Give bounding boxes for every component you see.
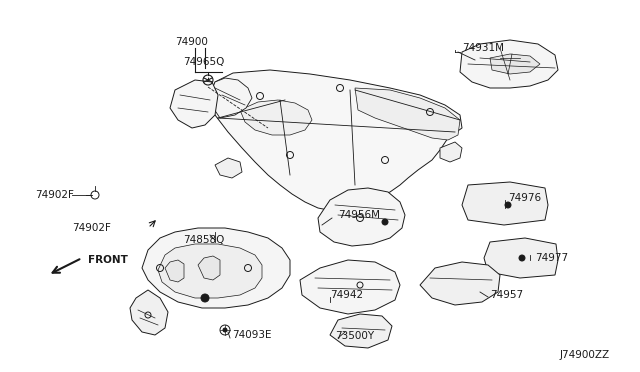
Polygon shape <box>460 40 558 88</box>
Text: 74976: 74976 <box>508 193 541 203</box>
Text: 74942: 74942 <box>330 290 363 300</box>
Text: 73500Y: 73500Y <box>335 331 374 341</box>
Circle shape <box>505 202 511 208</box>
Polygon shape <box>420 262 500 305</box>
Text: FRONT: FRONT <box>88 255 128 265</box>
Text: 74093E: 74093E <box>232 330 271 340</box>
Polygon shape <box>198 256 220 280</box>
Polygon shape <box>440 142 462 162</box>
Text: 74900: 74900 <box>175 37 208 47</box>
Text: 74965Q: 74965Q <box>183 57 225 67</box>
Polygon shape <box>170 80 218 128</box>
Polygon shape <box>300 260 400 314</box>
Polygon shape <box>208 70 462 210</box>
Polygon shape <box>142 228 290 308</box>
Text: 74977: 74977 <box>535 253 568 263</box>
Circle shape <box>223 328 227 332</box>
Polygon shape <box>158 244 262 298</box>
Text: 74902F: 74902F <box>72 223 111 233</box>
Polygon shape <box>208 78 252 118</box>
Text: 74931M: 74931M <box>462 43 504 53</box>
Polygon shape <box>165 260 184 282</box>
Polygon shape <box>215 158 242 178</box>
Polygon shape <box>318 188 405 246</box>
Polygon shape <box>462 182 548 225</box>
Text: 74956M: 74956M <box>338 210 380 220</box>
Circle shape <box>519 255 525 261</box>
Polygon shape <box>484 238 558 278</box>
Text: 74957: 74957 <box>490 290 523 300</box>
Circle shape <box>382 219 388 225</box>
Text: J74900ZZ: J74900ZZ <box>560 350 610 360</box>
Polygon shape <box>355 88 460 140</box>
Polygon shape <box>130 290 168 335</box>
Text: 74858Q: 74858Q <box>183 235 225 245</box>
Polygon shape <box>240 100 312 135</box>
Circle shape <box>201 294 209 302</box>
Polygon shape <box>490 54 540 74</box>
Text: 74902F: 74902F <box>35 190 74 200</box>
Polygon shape <box>330 314 392 348</box>
